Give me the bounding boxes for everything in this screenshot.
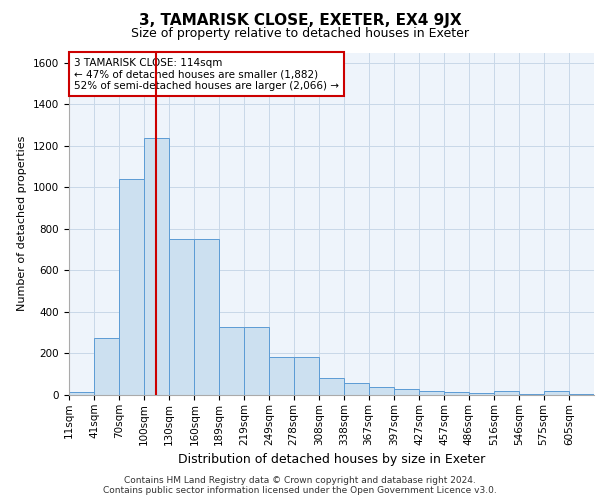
Bar [469, 393, 494, 395]
Bar [144, 138, 169, 395]
Bar [293, 356, 319, 395]
Bar [519, 394, 544, 395]
Bar [194, 240, 219, 395]
Bar [419, 391, 444, 395]
Bar [494, 391, 519, 395]
X-axis label: Distribution of detached houses by size in Exeter: Distribution of detached houses by size … [178, 453, 485, 466]
Bar [119, 179, 144, 395]
Text: Size of property relative to detached houses in Exeter: Size of property relative to detached ho… [131, 28, 469, 40]
Text: Contains HM Land Registry data © Crown copyright and database right 2024.
Contai: Contains HM Land Registry data © Crown c… [103, 476, 497, 495]
Bar [169, 240, 194, 395]
Y-axis label: Number of detached properties: Number of detached properties [17, 136, 28, 312]
Bar [344, 382, 368, 395]
Bar [219, 326, 244, 395]
Bar [544, 391, 569, 395]
Bar [368, 386, 394, 395]
Text: 3, TAMARISK CLOSE, EXETER, EX4 9JX: 3, TAMARISK CLOSE, EXETER, EX4 9JX [139, 12, 461, 28]
Text: 3 TAMARISK CLOSE: 114sqm
← 47% of detached houses are smaller (1,882)
52% of sem: 3 TAMARISK CLOSE: 114sqm ← 47% of detach… [74, 58, 339, 91]
Bar [319, 378, 344, 395]
Bar [244, 326, 269, 395]
Bar [269, 356, 293, 395]
Bar [394, 389, 419, 395]
Bar [569, 394, 594, 395]
Bar [69, 392, 94, 395]
Bar [94, 338, 119, 395]
Bar [444, 392, 469, 395]
